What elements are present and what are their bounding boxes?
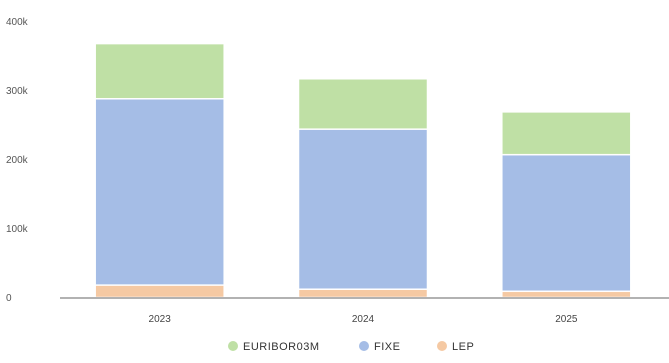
x-tick-label: 2023 (149, 314, 172, 325)
bar-segment-euribor03m[interactable] (502, 112, 631, 155)
y-tick-label: 100k (6, 224, 29, 235)
legend-marker-lep[interactable] (437, 341, 447, 351)
y-tick-label: 200k (6, 155, 29, 166)
legend[interactable]: EURIBOR03M FIXE LEP (228, 341, 474, 353)
bar-segment-fixe[interactable] (298, 129, 428, 289)
bar-segment-fixe[interactable] (95, 99, 224, 285)
bar-segment-euribor03m[interactable] (95, 43, 224, 99)
x-tick-label: 2025 (555, 314, 578, 325)
x-tick-label: 2024 (352, 314, 375, 325)
bar-segment-lep[interactable] (502, 291, 631, 298)
bar-segment-euribor03m[interactable] (298, 79, 428, 129)
y-tick-label: 0 (6, 293, 12, 304)
bar-segment-lep[interactable] (95, 285, 224, 298)
legend-marker-euribor03m[interactable] (228, 341, 238, 351)
legend-label-lep[interactable]: LEP (452, 341, 474, 353)
y-tick-label: 400k (6, 17, 29, 28)
legend-label-fixe[interactable]: FIXE (374, 341, 400, 353)
x-axis: 2023 2024 2025 (149, 314, 578, 325)
y-axis: 0 100k 200k 300k 400k (6, 17, 29, 304)
bars-group (95, 43, 631, 298)
bar-segment-lep[interactable] (298, 289, 428, 298)
legend-label-euribor03m[interactable]: EURIBOR03M (243, 341, 320, 353)
legend-marker-fixe[interactable] (359, 341, 369, 351)
y-tick-label: 300k (6, 86, 29, 97)
bar-segment-fixe[interactable] (502, 154, 631, 292)
